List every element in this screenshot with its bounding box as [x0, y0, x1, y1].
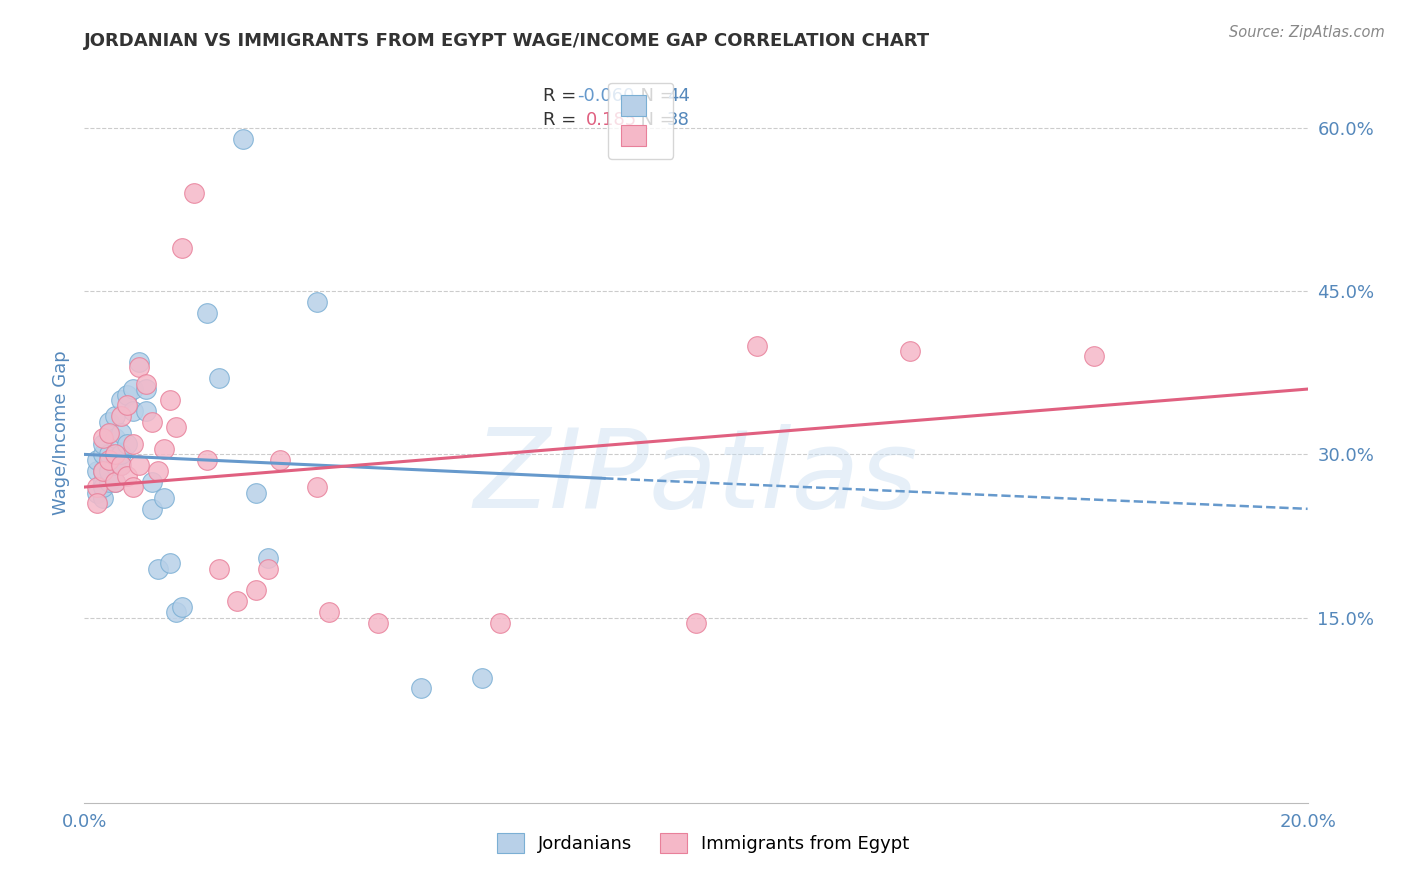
- Point: [97, 415, 120, 429]
- Text: 38: 38: [666, 112, 689, 129]
- Point: [685, 616, 707, 631]
- Point: [135, 376, 157, 391]
- Point: [195, 453, 218, 467]
- Text: 44: 44: [666, 87, 689, 104]
- Point: [305, 295, 328, 310]
- Point: [128, 360, 150, 375]
- Text: N =: N =: [628, 87, 681, 104]
- Point: [91, 475, 114, 489]
- Point: [1083, 350, 1105, 364]
- Point: [141, 501, 163, 516]
- Text: -0.060: -0.060: [578, 87, 634, 104]
- Point: [104, 475, 127, 489]
- Point: [91, 431, 114, 445]
- Point: [97, 464, 120, 478]
- Point: [104, 409, 127, 424]
- Point: [245, 485, 267, 500]
- Y-axis label: Wage/Income Gap: Wage/Income Gap: [52, 351, 70, 515]
- Point: [91, 447, 114, 461]
- Point: [135, 382, 157, 396]
- Text: 0.185: 0.185: [586, 112, 637, 129]
- Point: [183, 186, 205, 200]
- Text: N =: N =: [628, 112, 681, 129]
- Point: [257, 550, 280, 565]
- Point: [165, 420, 187, 434]
- Text: Source: ZipAtlas.com: Source: ZipAtlas.com: [1229, 25, 1385, 40]
- Point: [122, 382, 145, 396]
- Legend: Jordanians, Immigrants from Egypt: Jordanians, Immigrants from Egypt: [489, 825, 917, 861]
- Point: [269, 453, 291, 467]
- Point: [97, 475, 120, 489]
- Point: [153, 491, 176, 505]
- Point: [245, 583, 267, 598]
- Point: [489, 616, 512, 631]
- Text: ZIPatlas: ZIPatlas: [474, 424, 918, 531]
- Point: [104, 447, 127, 461]
- Point: [153, 442, 176, 456]
- Point: [122, 480, 145, 494]
- Point: [898, 343, 921, 358]
- Point: [91, 491, 114, 505]
- Point: [232, 131, 254, 145]
- Point: [128, 355, 150, 369]
- Point: [471, 671, 494, 685]
- Point: [172, 240, 194, 255]
- Point: [122, 436, 145, 450]
- Point: [305, 480, 328, 494]
- Point: [141, 415, 163, 429]
- Point: [115, 469, 138, 483]
- Point: [367, 616, 389, 631]
- Point: [110, 447, 132, 461]
- Point: [122, 404, 145, 418]
- Point: [91, 480, 114, 494]
- Legend: , : ,: [609, 83, 673, 159]
- Point: [208, 562, 231, 576]
- Point: [165, 605, 187, 619]
- Point: [172, 599, 194, 614]
- Point: [110, 425, 132, 440]
- Point: [110, 458, 132, 473]
- Point: [97, 425, 120, 440]
- Point: [747, 338, 769, 352]
- Point: [115, 398, 138, 412]
- Point: [91, 436, 114, 450]
- Point: [195, 306, 218, 320]
- Point: [146, 562, 169, 576]
- Point: [409, 681, 432, 696]
- Point: [86, 485, 108, 500]
- Point: [146, 464, 169, 478]
- Point: [159, 556, 181, 570]
- Point: [110, 392, 132, 407]
- Point: [86, 453, 108, 467]
- Point: [226, 594, 249, 608]
- Point: [97, 447, 120, 461]
- Point: [91, 464, 114, 478]
- Point: [257, 562, 280, 576]
- Text: R =: R =: [543, 87, 582, 104]
- Point: [104, 458, 127, 473]
- Point: [97, 453, 120, 467]
- Point: [159, 392, 181, 407]
- Point: [86, 480, 108, 494]
- Text: R =: R =: [543, 112, 588, 129]
- Point: [115, 387, 138, 401]
- Point: [135, 404, 157, 418]
- Point: [115, 436, 138, 450]
- Point: [91, 464, 114, 478]
- Point: [86, 464, 108, 478]
- Point: [104, 431, 127, 445]
- Point: [128, 458, 150, 473]
- Point: [318, 605, 340, 619]
- Point: [97, 425, 120, 440]
- Point: [208, 371, 231, 385]
- Point: [141, 475, 163, 489]
- Point: [110, 458, 132, 473]
- Text: JORDANIAN VS IMMIGRANTS FROM EGYPT WAGE/INCOME GAP CORRELATION CHART: JORDANIAN VS IMMIGRANTS FROM EGYPT WAGE/…: [84, 32, 931, 50]
- Point: [86, 496, 108, 510]
- Point: [104, 475, 127, 489]
- Point: [110, 409, 132, 424]
